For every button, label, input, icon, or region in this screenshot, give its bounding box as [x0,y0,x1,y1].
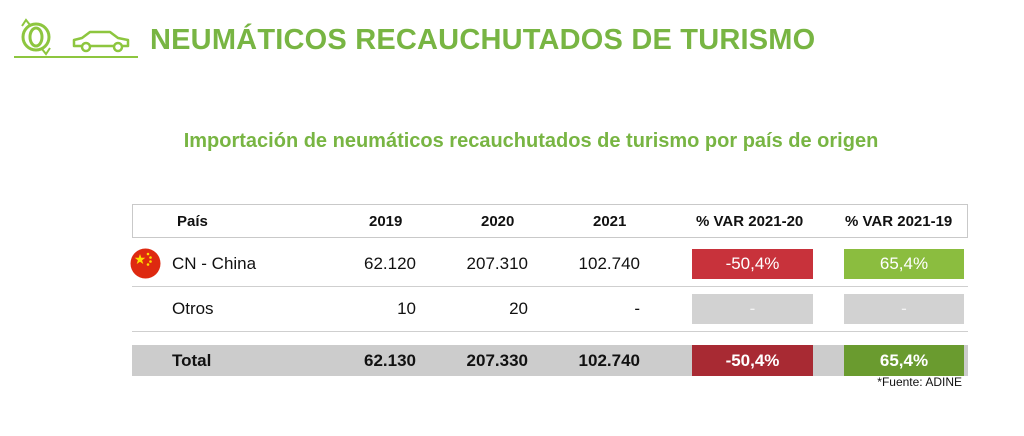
header-2021: 2021 [593,212,627,230]
car-icon [72,30,130,53]
total-var-2021-20-badge: -50,4% [692,345,813,376]
value-2021: - [634,299,640,318]
value-2020: 207.310 [466,254,528,273]
page-title: NEUMÁTICOS RECAUCHUTADOS DE TURISMO [150,24,816,56]
tire-recycle-icon [21,18,51,56]
total-2019: 62.130 [364,350,416,370]
header-var-2021-19: % VAR 2021-19 [845,212,953,230]
total-row: Total 62.130 207.330 102.740 -50,4% 65,4… [132,345,968,376]
table-header-row: País 2019 2020 2021 % VAR 2021-20 % VAR … [132,204,968,238]
total-label: Total [172,350,212,370]
table-row: CN - China 62.120 207.310 102.740 -50,4%… [130,242,968,287]
value-2021: 102.740 [578,254,640,273]
header-rule [14,56,138,58]
value-2019: 10 [397,299,416,318]
header-2020: 2020 [481,212,515,230]
table-row: Otros 10 20 - - - [132,287,968,332]
table-subtitle: Importación de neumáticos recauchutados … [183,130,879,152]
total-2021: 102.740 [578,350,640,370]
source-note: *Fuente: ADINE [877,375,962,389]
var-2021-19-badge: 65,4% [844,249,964,279]
total-2020: 207.330 [466,350,528,370]
country-name: CN - China [172,254,257,273]
var-2021-20-badge: -50,4% [692,249,813,279]
value-2020: 20 [509,299,528,318]
header-country: País [177,212,208,230]
value-2019: 62.120 [364,254,416,273]
header-var-2021-20: % VAR 2021-20 [696,212,804,230]
var-2021-20-badge: - [692,294,813,324]
china-flag-icon [130,248,161,279]
header-2019: 2019 [369,212,403,230]
total-var-2021-19-badge: 65,4% [844,345,964,376]
header-icons [21,18,130,56]
var-2021-19-badge: - [844,294,964,324]
country-name: Otros [172,299,214,318]
imports-table: País 2019 2020 2021 % VAR 2021-20 % VAR … [130,204,968,376]
